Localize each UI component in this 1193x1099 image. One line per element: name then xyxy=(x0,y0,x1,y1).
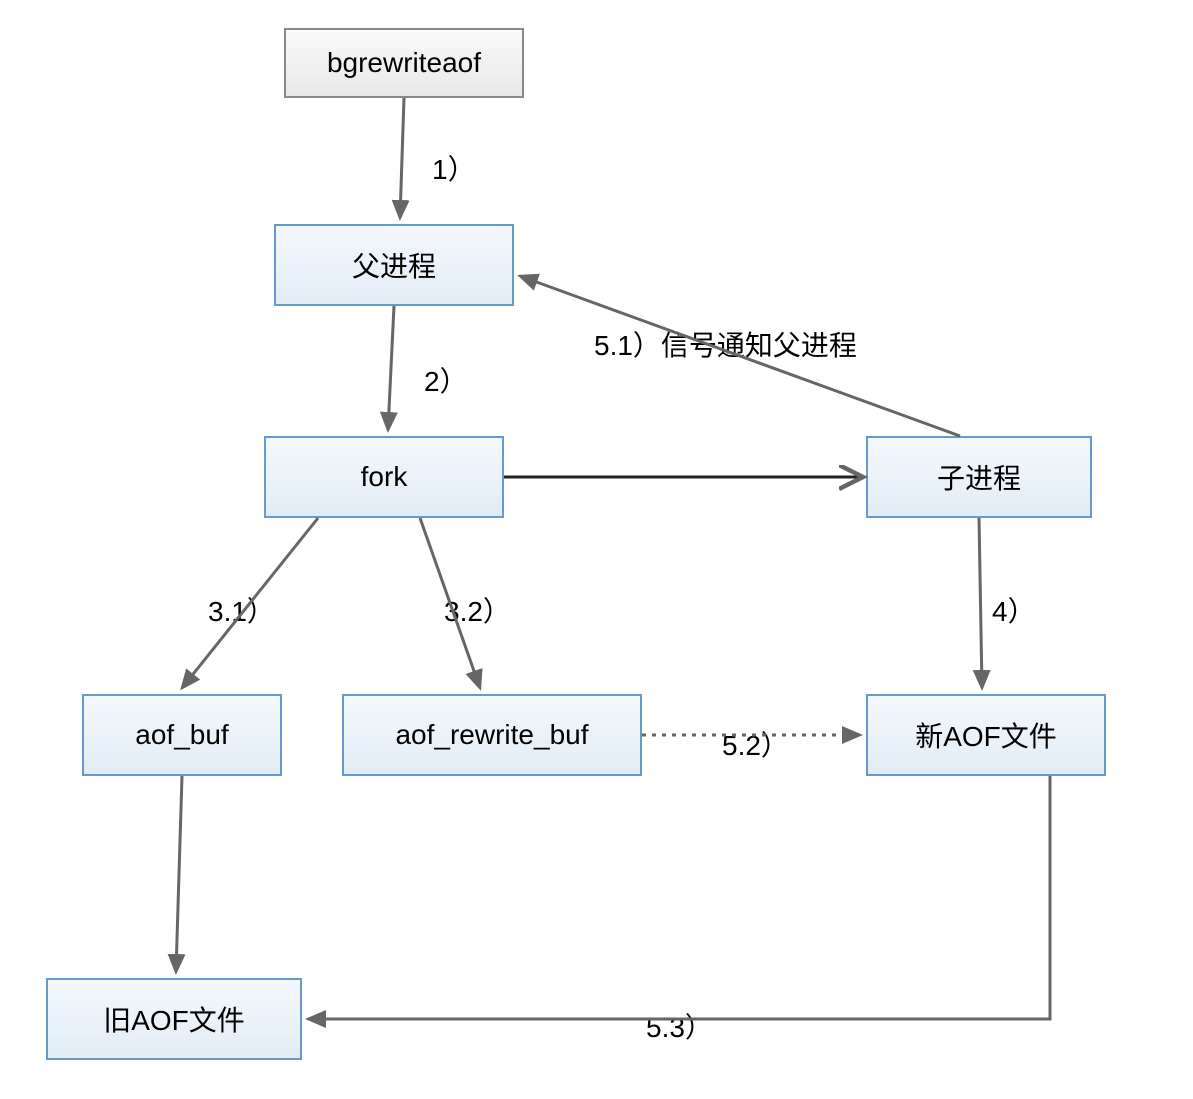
node-label: 子进程 xyxy=(937,457,1021,497)
edge-2 xyxy=(388,306,394,430)
edges-layer xyxy=(0,0,1193,1099)
edge-label-2: 2） xyxy=(420,360,472,400)
node-label: bgrewriteaof xyxy=(327,47,481,79)
node-label: 旧AOF文件 xyxy=(103,999,245,1039)
edge-label-5-1: 5.1）信号通知父进程 xyxy=(590,324,861,364)
edge-5-3 xyxy=(308,776,1050,1019)
node-parent-process: 父进程 xyxy=(274,224,514,306)
node-aof-buf: aof_buf xyxy=(82,694,282,776)
edge-aofbuf-oldaof xyxy=(176,776,182,972)
node-fork: fork xyxy=(264,436,504,518)
node-label: aof_buf xyxy=(135,719,228,751)
edge-label-5-2: 5.2） xyxy=(718,724,793,764)
node-label: 新AOF文件 xyxy=(915,715,1057,755)
node-old-aof-file: 旧AOF文件 xyxy=(46,978,302,1060)
node-new-aof-file: 新AOF文件 xyxy=(866,694,1106,776)
edge-label-4: 4） xyxy=(988,590,1040,630)
node-child-process: 子进程 xyxy=(866,436,1092,518)
edge-4 xyxy=(979,518,982,688)
edge-label-5-3: 5.3） xyxy=(642,1006,717,1046)
edge-label-3-1: 3.1） xyxy=(204,590,279,630)
edge-label-3-2: 3.2） xyxy=(440,590,515,630)
edge-label-1: 1） xyxy=(428,148,480,188)
node-label: 父进程 xyxy=(352,245,436,285)
node-label: fork xyxy=(361,461,408,493)
edge-1 xyxy=(400,98,404,218)
node-aof-rewrite-buf: aof_rewrite_buf xyxy=(342,694,642,776)
node-label: aof_rewrite_buf xyxy=(395,719,588,751)
node-bgrewriteaof: bgrewriteaof xyxy=(284,28,524,98)
